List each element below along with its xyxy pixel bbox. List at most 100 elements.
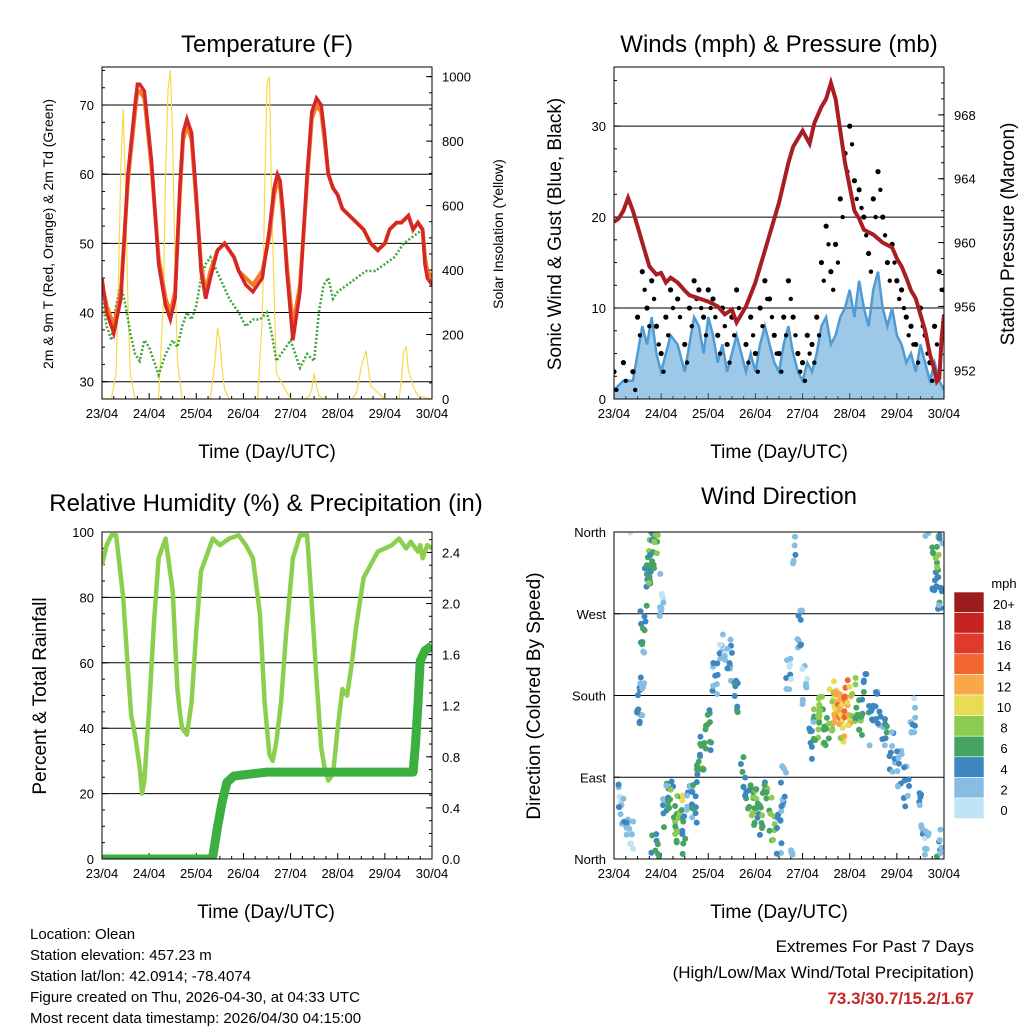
- gust-point: [851, 178, 858, 184]
- direction-point: [657, 570, 664, 577]
- gust-point: [675, 296, 681, 302]
- dewpoint-line: [102, 227, 432, 379]
- y-tick-label: 40: [80, 721, 94, 736]
- direction-point: [719, 631, 726, 638]
- direction-point: [689, 814, 696, 821]
- direction-point: [792, 533, 799, 540]
- y-tick-label: 50: [80, 236, 94, 251]
- gust-point: [892, 260, 897, 265]
- gust-point: [831, 287, 836, 293]
- x-tick-label: 27/04: [786, 406, 819, 421]
- direction-point: [623, 819, 630, 826]
- gust-point: [894, 278, 900, 284]
- direction-point: [702, 745, 709, 752]
- direction-point: [651, 539, 658, 546]
- direction-point: [852, 681, 859, 688]
- gust-point: [906, 333, 911, 338]
- colorbar-label: 14: [997, 659, 1011, 674]
- x-tick-label: 30/04: [928, 406, 961, 421]
- direction-point: [742, 792, 749, 799]
- direction-point: [807, 739, 814, 746]
- colorbar-label: 4: [1000, 762, 1007, 777]
- gust-point: [634, 314, 641, 320]
- direction-point: [681, 813, 688, 820]
- direction-point: [706, 707, 713, 714]
- winds-xlabel: Time (Day/UTC): [710, 442, 848, 463]
- y-tick-label: 60: [80, 656, 94, 671]
- direction-point: [649, 832, 656, 839]
- direction-point: [895, 760, 902, 767]
- x-tick-label: 27/04: [786, 866, 819, 881]
- direction-point: [689, 789, 696, 796]
- x-tick-label: 24/04: [133, 866, 166, 881]
- gust-point: [875, 169, 881, 175]
- direction-point: [832, 688, 839, 695]
- direction-point: [634, 707, 641, 714]
- direction-point: [714, 671, 721, 678]
- direction-point: [747, 782, 754, 789]
- direction-point: [653, 550, 660, 557]
- gust-point: [898, 287, 905, 293]
- x-tick-label: 26/04: [739, 866, 772, 881]
- direction-point: [906, 782, 913, 789]
- direction-point: [866, 742, 873, 749]
- direction-point: [647, 552, 654, 559]
- temperature-xlabel: Time (Day/UTC): [198, 442, 336, 463]
- direction-point: [660, 824, 667, 831]
- direction-point: [702, 722, 709, 729]
- plot-border: [613, 66, 945, 400]
- humidity-ylabel: Percent & Total Rainfall: [30, 597, 51, 794]
- direction-point: [684, 803, 691, 810]
- gust-point: [746, 360, 751, 365]
- direction-point: [858, 731, 865, 738]
- direction-point: [778, 840, 785, 847]
- direction-point: [916, 802, 923, 809]
- direction-point: [740, 784, 747, 791]
- gust-point: [743, 341, 749, 348]
- direction-point: [923, 845, 930, 852]
- direction-ylabel: Direction (Colored By Speed): [524, 572, 545, 819]
- direction-point: [894, 783, 901, 790]
- direction-point: [881, 716, 888, 723]
- direction-point: [797, 616, 804, 623]
- gust-point: [658, 350, 664, 357]
- direction-point: [734, 703, 741, 710]
- y-tick-label: 10: [592, 301, 606, 316]
- direction-point: [641, 613, 648, 620]
- y2-tick-label: 2.0: [442, 597, 460, 612]
- direction-point: [777, 817, 784, 824]
- gust-point: [696, 287, 702, 293]
- gust-point: [930, 378, 935, 384]
- gust-point: [699, 305, 704, 311]
- direction-point: [615, 804, 622, 811]
- gust-point: [713, 314, 718, 320]
- colorbar: mph 20+ 18 16 14 12 10 8 6 4 2 0: [953, 576, 1017, 819]
- direction-point: [883, 729, 890, 736]
- direction-point: [844, 722, 851, 729]
- direction-point: [656, 855, 663, 859]
- direction-point: [925, 832, 932, 839]
- direction-point: [709, 687, 716, 694]
- y-tick-label: 80: [80, 590, 94, 605]
- y-tick-label: 60: [80, 167, 94, 182]
- direction-point: [781, 793, 788, 800]
- colorbar-swatch: [953, 777, 985, 799]
- direction-point: [836, 691, 843, 698]
- direction-point: [650, 565, 657, 572]
- direction-point: [874, 690, 881, 697]
- temperature-title: Temperature (F): [181, 31, 353, 58]
- direction-point: [877, 713, 884, 720]
- gust-point: [788, 296, 793, 302]
- temperature-ylabel: 2m & 9m T (Red, Orange) & 2m Td (Green): [40, 99, 56, 369]
- x-tick-label: 25/04: [692, 406, 725, 421]
- y-tick-label: West: [577, 607, 607, 622]
- direction-point: [783, 675, 790, 682]
- gust-point: [639, 269, 645, 275]
- gust-point: [642, 287, 647, 293]
- direction-point: [697, 733, 704, 740]
- direction-point: [792, 551, 799, 558]
- y2-tick-label: 956: [954, 299, 976, 314]
- gust-point: [776, 350, 782, 357]
- station-info: Location: Olean Station elevation: 457.2…: [30, 924, 361, 1029]
- gust-point: [835, 260, 841, 265]
